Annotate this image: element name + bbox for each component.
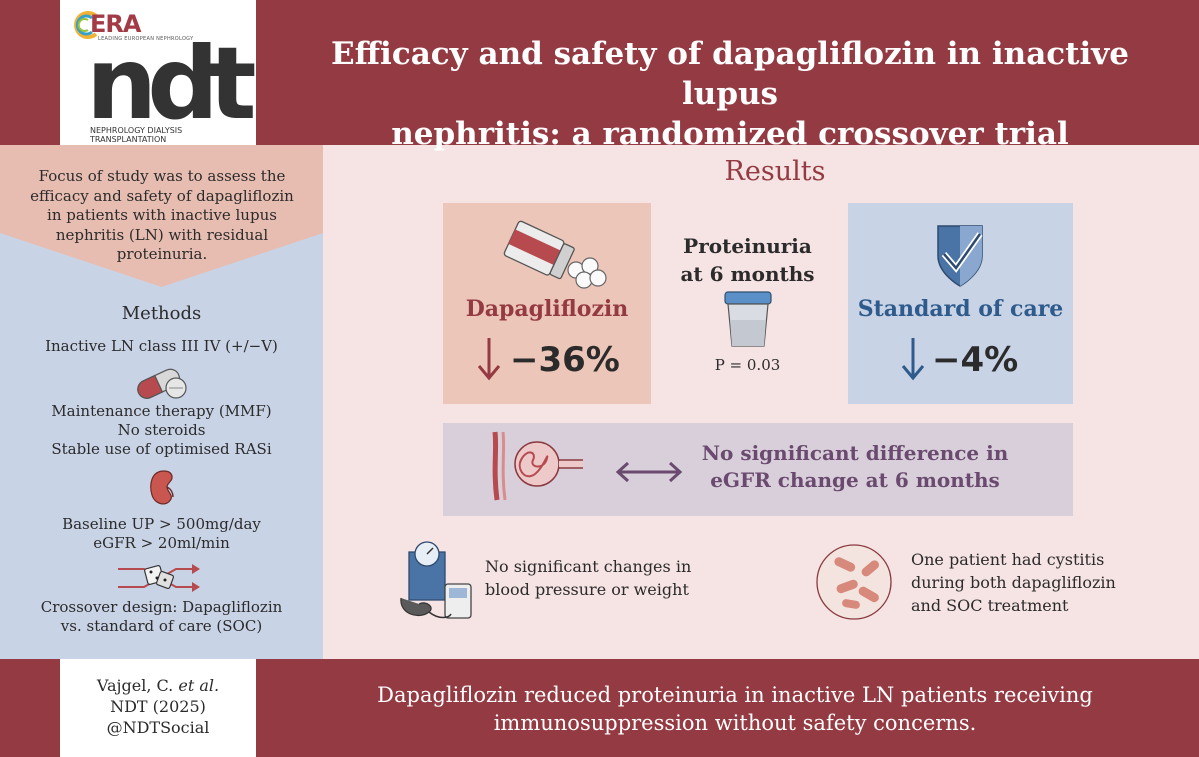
scale-bp-icon: [400, 541, 472, 619]
method-baseline-up: Baseline UP > 500mg/day: [62, 515, 261, 533]
p-value: P = 0.03: [714, 356, 781, 374]
proteinuria-line-2: at 6 months: [680, 262, 815, 286]
focus-line-3: in patients with inactive lupus: [47, 206, 277, 224]
standard-of-care-label: Standard of care: [857, 296, 1064, 322]
methods-heading: Methods: [121, 303, 202, 324]
focus-line-1: Focus of study was to assess the: [38, 167, 286, 185]
conclusion-line-2: immunosuppression without safety concern…: [493, 711, 977, 735]
cystitis-line-3: and SOC treatment: [911, 596, 1069, 615]
cystitis-text: One patient had cystitis during both dap…: [911, 548, 1181, 617]
citation: Vajgel, C. et al. NDT (2025) @NDTSocial: [60, 675, 256, 738]
conclusion-line-1: Dapagliflozin reduced proteinuria in ina…: [377, 683, 1093, 707]
capsule-icon: [137, 368, 187, 399]
egfr-line-1: No significant difference in: [701, 441, 1009, 465]
shield-check-icon: [937, 225, 983, 287]
citation-line-1: Vajgel, C. et al.: [60, 675, 256, 696]
focus-text: Focus of study was to assess the efficac…: [12, 167, 312, 265]
proteinuria-label: Proteinuria at 6 months: [660, 232, 835, 288]
conclusion: Dapagliflozin reduced proteinuria in ina…: [300, 681, 1170, 737]
method-crossover-2: vs. standard of care (SOC): [60, 617, 263, 635]
bacteria-icon: [816, 544, 892, 620]
cystitis-line-2: during both dapagliflozin: [911, 573, 1116, 592]
down-arrow-icon: [477, 338, 501, 381]
pill-bottle-icon: [503, 220, 607, 289]
cystitis-line-1: One patient had cystitis: [911, 550, 1105, 569]
bp-weight-text: No significant changes in blood pressure…: [485, 555, 745, 601]
citation-etal: et al.: [178, 676, 220, 695]
egfr-line-2: eGFR change at 6 months: [710, 468, 1000, 492]
journal-logo: ERA LEADING EUROPEAN NEPHROLOGY ndt NEPH…: [60, 0, 257, 145]
citation-box: [60, 659, 256, 757]
title-line-1: Efficacy and safety of dapagliflozin in …: [330, 36, 1129, 112]
citation-handle[interactable]: @NDTSocial: [106, 718, 210, 737]
down-arrow-icon: [901, 338, 925, 381]
proteinuria-line-1: Proteinuria: [683, 234, 812, 258]
logo-ndt-subtitle: NEPHROLOGY DIALYSIS TRANSPLANTATION: [90, 126, 183, 144]
dapagliflozin-label: Dapagliflozin: [465, 296, 629, 322]
method-rasi: Stable use of optimised RASi: [51, 440, 272, 458]
results-heading: Results: [724, 156, 826, 187]
egfr-text: No significant difference in eGFR change…: [690, 440, 1020, 494]
method-maintenance: Maintenance therapy (MMF): [51, 402, 272, 420]
title-line-2: nephritis: a randomized crossover trial: [391, 116, 1069, 152]
method-egfr: eGFR > 20ml/min: [93, 534, 230, 552]
citation-line-2: NDT (2025): [110, 697, 206, 716]
double-arrow-icon: [615, 461, 683, 483]
method-no-steroids: No steroids: [117, 421, 206, 439]
standard-of-care-change: −4%: [932, 340, 1019, 380]
focus-line-2: efficacy and safety of dapagliflozin: [30, 186, 294, 205]
kidney-icon: [150, 470, 174, 505]
glomerulus-icon: [492, 431, 583, 501]
bp-line-2: blood pressure or weight: [485, 580, 689, 599]
focus-line-4: nephritis (LN) with residual: [55, 225, 269, 244]
logo-era-text: ERA: [90, 10, 141, 38]
method-inactive-ln: Inactive LN class III IV (+/−V): [45, 337, 278, 355]
logo-era-subtitle: LEADING EUROPEAN NEPHROLOGY: [98, 36, 194, 42]
era-swirl-icon: [74, 11, 98, 39]
bp-line-1: No significant changes in: [485, 557, 692, 576]
focus-line-5: proteinuria.: [116, 245, 208, 263]
method-crossover-1: Crossover design: Dapagliflozin: [40, 598, 283, 616]
page-title: Efficacy and safety of dapagliflozin in …: [280, 34, 1180, 154]
citation-authors: Vajgel, C.: [96, 676, 174, 695]
crossover-dice-icon: [118, 564, 200, 592]
dapagliflozin-change: −36%: [510, 340, 620, 380]
logo-ndt-text: ndt: [86, 25, 257, 142]
urine-cup-icon: [724, 291, 772, 347]
